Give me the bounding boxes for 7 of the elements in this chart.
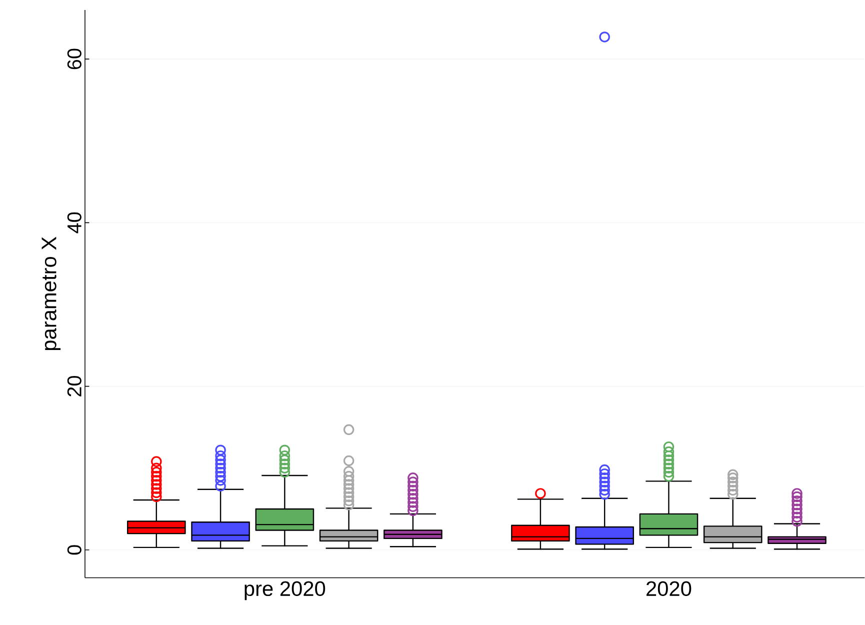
y-axis-title: parametro X — [42, 236, 61, 350]
y-tick-label: 40 — [67, 212, 82, 234]
x-tick-label: 2020 — [646, 581, 692, 596]
x-tick-label: pre 2020 — [244, 581, 326, 600]
y-tick-label: 20 — [67, 376, 82, 397]
y-tick-label: 60 — [67, 48, 82, 70]
y-tick-label: 0 — [67, 545, 82, 555]
